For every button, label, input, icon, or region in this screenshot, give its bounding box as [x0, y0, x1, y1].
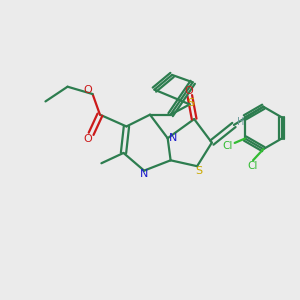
Text: Cl: Cl	[248, 161, 258, 171]
Text: S: S	[195, 166, 202, 176]
Text: S: S	[188, 98, 195, 108]
Text: O: O	[185, 85, 194, 95]
Text: H: H	[237, 117, 244, 127]
Text: O: O	[83, 85, 92, 95]
Text: N: N	[169, 133, 177, 142]
Text: O: O	[84, 134, 92, 144]
Text: Cl: Cl	[222, 141, 232, 151]
Text: N: N	[140, 169, 148, 179]
